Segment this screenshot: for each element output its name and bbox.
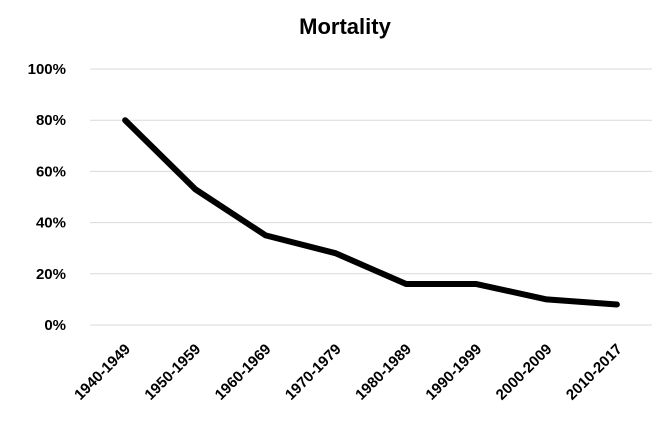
x-tick-label: 2000-2009	[493, 341, 556, 404]
y-tick-label: 80%	[36, 112, 66, 129]
x-tick-label: 1940-1949	[71, 341, 134, 404]
x-tick-label: 1970-1979	[282, 341, 345, 404]
y-tick-label: 100%	[28, 61, 66, 78]
x-tick-label: 1990-1999	[422, 341, 485, 404]
y-axis-tick-labels: 0% 20% 40% 60% 80% 100%	[28, 61, 66, 334]
gridlines	[90, 68, 652, 326]
chart-title: Mortality	[299, 14, 391, 39]
mortality-series-line	[122, 117, 620, 308]
y-tick-label: 60%	[36, 163, 66, 180]
y-tick-label: 20%	[36, 266, 66, 283]
x-tick-label: 1960-1969	[212, 341, 275, 404]
x-tick-label: 2010-2017	[563, 341, 626, 404]
x-tick-label: 1980-1989	[352, 341, 415, 404]
y-tick-label: 0%	[44, 317, 66, 334]
y-tick-label: 40%	[36, 215, 66, 232]
x-tick-label: 1950-1959	[141, 341, 204, 404]
series-layer	[122, 117, 620, 308]
x-axis-tick-labels: 1940-1949 1950-1959 1960-1969 1970-1979 1980…	[71, 341, 625, 404]
